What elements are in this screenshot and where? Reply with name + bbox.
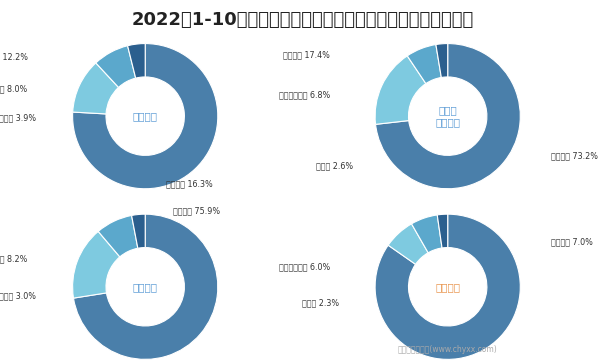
Text: 商业营业用房 8.0%: 商业营业用房 8.0%	[0, 84, 28, 93]
Text: 商业营业用房 6.0%: 商业营业用房 6.0%	[279, 262, 330, 271]
Wedge shape	[437, 214, 448, 248]
Text: 其他用房 17.4%: 其他用房 17.4%	[283, 50, 330, 59]
Wedge shape	[388, 224, 428, 264]
Wedge shape	[73, 63, 119, 114]
Wedge shape	[73, 44, 218, 189]
Text: 商品住宅 75.9%: 商品住宅 75.9%	[173, 206, 220, 215]
Text: 办公楼 3.9%: 办公楼 3.9%	[0, 113, 36, 122]
Text: 销售面积: 销售面积	[435, 282, 460, 292]
Text: 商业营业用房 6.8%: 商业营业用房 6.8%	[279, 90, 330, 99]
Wedge shape	[73, 214, 218, 359]
Wedge shape	[376, 44, 520, 189]
Text: 商品住宅 73.2%: 商品住宅 73.2%	[551, 152, 598, 160]
Text: 办公楼 2.6%: 办公楼 2.6%	[316, 161, 353, 170]
Text: 办公楼 2.3%: 办公楼 2.3%	[302, 298, 339, 307]
Wedge shape	[411, 215, 442, 253]
Wedge shape	[375, 214, 520, 359]
Wedge shape	[73, 232, 120, 298]
Text: 商业营业用房 8.2%: 商业营业用房 8.2%	[0, 255, 28, 264]
Text: 新开工
施工面积: 新开工 施工面积	[435, 105, 460, 127]
Wedge shape	[128, 44, 145, 78]
Wedge shape	[375, 56, 426, 125]
Text: 竣工面积: 竣工面积	[132, 282, 158, 292]
Text: 2022年1-10月全国商品住宅投资、施工、竣工、销售分类占比: 2022年1-10月全国商品住宅投资、施工、竣工、销售分类占比	[131, 11, 474, 29]
Wedge shape	[98, 216, 138, 257]
Text: 其他用房 16.3%: 其他用房 16.3%	[166, 179, 212, 188]
Wedge shape	[132, 214, 145, 248]
Wedge shape	[407, 45, 441, 83]
Wedge shape	[436, 44, 448, 77]
Text: 其他用房 12.2%: 其他用房 12.2%	[0, 52, 28, 61]
Text: 其他用房 7.0%: 其他用房 7.0%	[551, 237, 593, 246]
Wedge shape	[96, 46, 136, 87]
Text: 投资金额: 投资金额	[132, 111, 158, 121]
Text: 制图：智研咨询(www.chyxx.com): 制图：智研咨询(www.chyxx.com)	[398, 345, 497, 354]
Text: 办公楼 3.0%: 办公楼 3.0%	[0, 291, 36, 300]
